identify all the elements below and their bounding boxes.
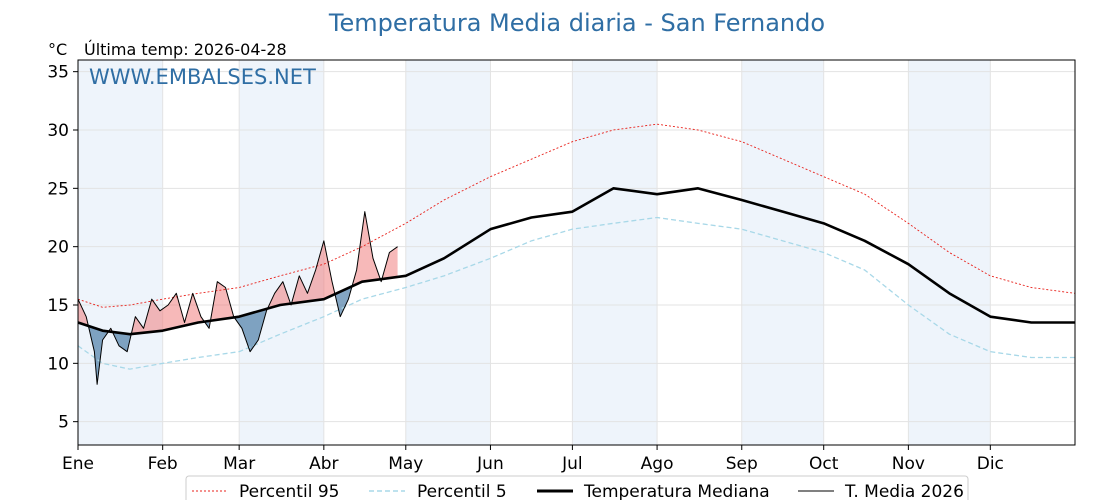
x-tick-label: May — [388, 454, 423, 474]
x-tick-label: Mar — [223, 454, 255, 474]
x-tick-label: Nov — [892, 454, 925, 474]
series-line-p95 — [77, 123, 1076, 308]
above-median-fill — [209, 281, 234, 329]
above-median-fill — [78, 299, 88, 326]
watermark-text: WWW.EMBALSES.NET — [89, 65, 316, 89]
x-tick-label: Sep — [726, 454, 758, 474]
month-band — [239, 60, 324, 445]
legend-label-p5: Percentil 5 — [417, 482, 507, 500]
month-band — [572, 60, 658, 445]
month-band — [741, 60, 824, 445]
series-line-median — [77, 187, 1075, 336]
y-tick-label: 35 — [47, 63, 69, 83]
x-tick-label: Jul — [561, 454, 583, 474]
unit-label: °C — [48, 40, 67, 59]
month-band — [405, 60, 491, 445]
y-axis: 5 10 15 20 25 30 35 — [47, 63, 78, 433]
above-median-fill — [381, 246, 398, 282]
month-band — [908, 60, 991, 445]
below-median-fill — [112, 331, 132, 352]
x-tick-label: Oct — [809, 454, 839, 474]
grid-lines — [77, 60, 1075, 445]
x-axis: Ene Feb Mar Abr May Jun Jul Ago Sep Oct Nov Dic — [62, 445, 1004, 474]
x-tick-label: Feb — [148, 454, 178, 474]
chart-title: Temperatura Media diaria - San Fernando — [328, 9, 825, 37]
above-median-fill — [131, 293, 204, 335]
x-tick-label: Ene — [62, 454, 94, 474]
y-tick-label: 20 — [47, 238, 69, 258]
month-bands — [78, 60, 991, 445]
x-tick-label: Ago — [641, 454, 674, 474]
x-tick-label: Jun — [476, 454, 504, 474]
y-tick-label: 30 — [47, 121, 69, 141]
y-tick-label: 25 — [47, 179, 69, 199]
y-tick-label: 10 — [47, 354, 69, 374]
month-band — [78, 60, 163, 445]
above-median-fill — [291, 240, 335, 305]
series-lines — [77, 123, 1076, 385]
series-line-current — [77, 211, 398, 385]
below-median-fill — [233, 308, 267, 352]
anomaly-fills — [78, 211, 398, 385]
legend-label-median: Temperatura Mediana — [583, 482, 770, 500]
x-tick-label: Dic — [977, 454, 1004, 474]
plot-frame — [77, 59, 1076, 446]
x-tick-label: Abr — [309, 454, 338, 474]
legend-label-current: T. Media 2026 — [844, 482, 964, 500]
above-median-fill — [351, 211, 380, 290]
legend-box — [185, 475, 969, 500]
legend: Percentil 95 Percentil 5 Temperatura Med… — [185, 475, 969, 500]
below-median-fill — [87, 322, 109, 385]
y-tick-label: 5 — [58, 413, 69, 433]
legend-label-p95: Percentil 95 — [239, 482, 339, 500]
y-tick-label: 15 — [47, 296, 69, 316]
last-temp-label: Última temp: 2026-04-28 — [84, 40, 287, 59]
